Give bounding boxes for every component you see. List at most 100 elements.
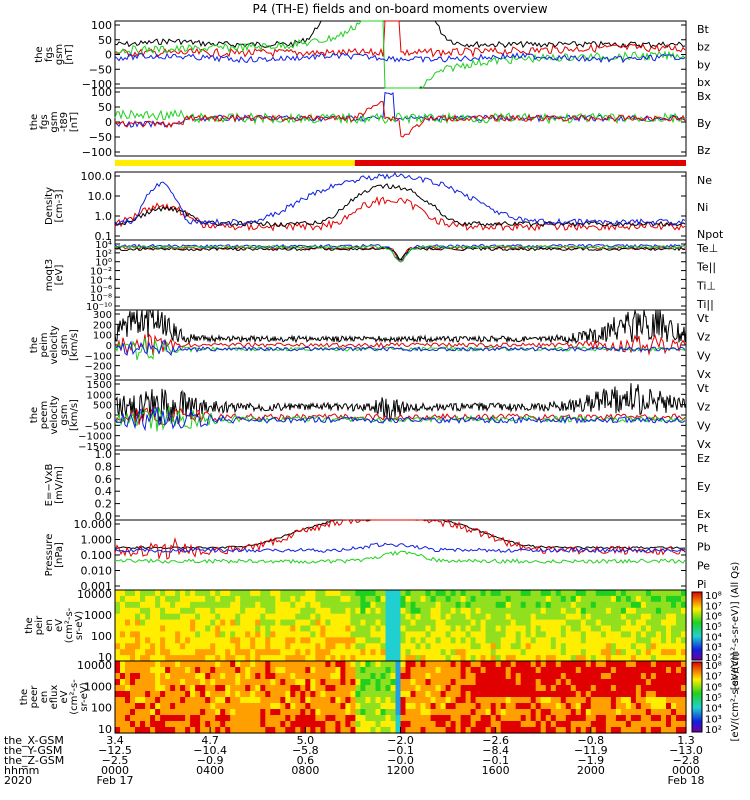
spectrogram-cell	[585, 590, 592, 597]
spectrogram-cell	[165, 625, 171, 632]
spectrogram-cell	[671, 709, 677, 716]
spectrogram-cell	[555, 655, 562, 662]
spectrogram-cell	[480, 643, 487, 650]
spectrogram-cell	[145, 625, 151, 632]
spectrogram-cell	[405, 613, 412, 621]
spectrogram-cell	[125, 703, 131, 710]
spectrogram-cell	[615, 637, 622, 644]
spectrogram-cell	[681, 595, 687, 603]
spectrogram-cell	[255, 697, 261, 704]
spectrogram-cell	[425, 715, 432, 722]
spectrogram-cell	[310, 679, 316, 686]
spectrogram-cell	[450, 703, 457, 710]
spectrogram-cell	[290, 619, 296, 627]
spectrogram-cell	[220, 631, 226, 638]
spectrogram-cell	[655, 649, 662, 656]
spectrogram-cell	[595, 643, 602, 650]
footer-hhmm: 2000	[577, 764, 605, 777]
spectrogram-cell	[455, 685, 462, 692]
spectrogram-cell	[240, 595, 246, 603]
spectrogram-cell	[415, 613, 422, 621]
spectrogram-cell	[485, 661, 492, 668]
spectrogram-cell	[385, 709, 392, 716]
spectrogram-cell	[140, 625, 146, 632]
spectrogram-cell	[635, 703, 642, 710]
spectrogram-cell	[125, 667, 131, 674]
spectrogram-cell	[550, 601, 557, 609]
spectrogram-cell	[390, 673, 397, 680]
spectrogram-cell	[655, 709, 662, 716]
spectrogram-cell	[255, 631, 261, 638]
spectrogram-cell	[575, 685, 582, 692]
spectrogram-cell	[275, 703, 281, 710]
colorbar-gradient	[691, 661, 703, 733]
spectrogram-cell	[240, 721, 246, 728]
spectrogram-cell	[605, 661, 612, 668]
spectrogram-cell	[270, 697, 276, 704]
spectrogram-cell	[575, 691, 582, 698]
spectrogram-cell	[195, 679, 201, 686]
spectrogram-cell	[155, 721, 161, 728]
spectrogram-cell	[405, 727, 412, 734]
spectrogram-cell	[125, 721, 131, 728]
spectrogram-cell	[140, 643, 146, 650]
spectrogram-cell	[645, 661, 652, 668]
spectrogram-cell	[345, 637, 351, 644]
spectrogram-cell	[220, 637, 226, 644]
spectrogram-cell	[325, 721, 331, 728]
spectrogram-cell	[285, 625, 291, 632]
spectrogram-cell	[580, 721, 587, 728]
spectrogram-cell	[270, 590, 276, 597]
spectrogram-cell	[220, 613, 226, 621]
spectrogram-cell	[225, 667, 231, 674]
spectrogram-cell	[585, 697, 592, 704]
spectrogram-cell	[525, 715, 532, 722]
spectrogram-cell	[535, 601, 542, 609]
spectrogram-cell	[485, 697, 492, 704]
spectrogram-cell	[475, 619, 482, 627]
spectrogram-cell	[555, 613, 562, 621]
spectrogram-cell	[365, 637, 371, 644]
y-tick-label: 0.1	[95, 230, 113, 243]
spectrogram-cell	[630, 715, 637, 722]
spectrogram-cell	[200, 661, 206, 668]
spectrogram-cell	[495, 691, 502, 698]
spectrogram-cell	[365, 679, 371, 686]
spectrogram-cell	[180, 601, 186, 609]
footer-z-gsm: −0.9	[197, 754, 224, 767]
spectrogram-cell	[280, 619, 286, 627]
spectrogram-cell	[635, 721, 642, 728]
spectrogram-cell	[630, 607, 637, 615]
spectrogram-cell	[190, 655, 196, 662]
spectrogram-cell	[205, 697, 211, 704]
spectrogram-cell	[280, 703, 286, 710]
spectrogram-cell	[310, 691, 316, 698]
spectrogram-cell	[245, 655, 251, 662]
spectrogram-cell	[305, 697, 311, 704]
spectrogram-cell	[395, 661, 402, 668]
spectrogram-cell	[495, 637, 502, 644]
spectrogram-cell	[460, 590, 467, 597]
spectrogram-cell	[235, 625, 241, 632]
spectrogram-cell	[335, 595, 341, 603]
spectrogram-cell	[115, 691, 121, 698]
spectrogram-cell	[590, 691, 597, 698]
spectrogram-cell	[510, 625, 517, 632]
spectrogram-cell	[400, 619, 407, 627]
spectrogram-cell	[250, 655, 256, 662]
spectrogram-cell	[595, 637, 602, 644]
spectrogram-cell	[676, 673, 682, 680]
spectrogram-cell	[445, 607, 452, 615]
spectrogram-cell	[185, 685, 191, 692]
spectrogram-cell	[666, 637, 672, 644]
spectrogram-cell	[295, 613, 301, 621]
spectrogram-cell	[380, 643, 387, 650]
spectrogram-cell	[215, 595, 221, 603]
spectrogram-cell	[125, 601, 131, 609]
spectrogram-cell	[120, 637, 126, 644]
spectrogram-cell	[465, 673, 472, 680]
spectrogram-cell	[140, 613, 146, 621]
spectrogram-cell	[661, 590, 667, 597]
spectrogram-cell	[240, 607, 246, 615]
spectrogram-cell	[235, 649, 241, 656]
